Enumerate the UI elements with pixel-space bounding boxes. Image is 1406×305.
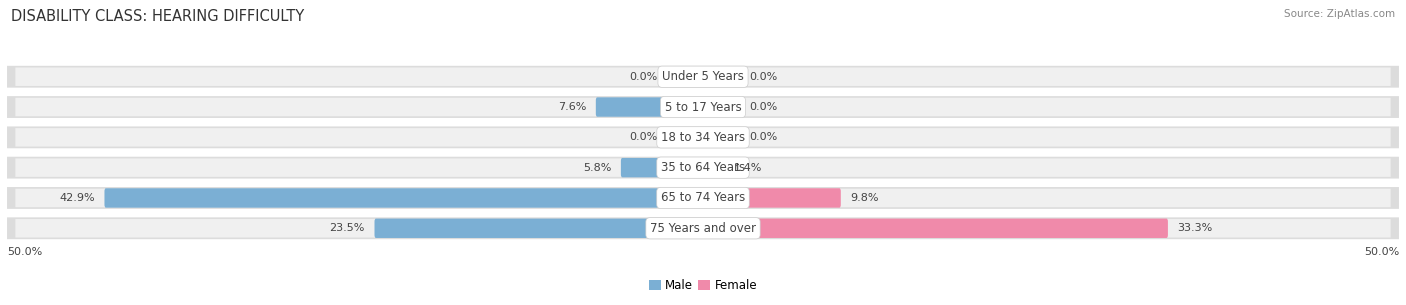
Text: 75 Years and over: 75 Years and over — [650, 222, 756, 235]
FancyBboxPatch shape — [374, 219, 704, 238]
FancyBboxPatch shape — [7, 96, 1399, 118]
Text: 7.6%: 7.6% — [558, 102, 586, 112]
FancyBboxPatch shape — [702, 128, 740, 147]
Text: 50.0%: 50.0% — [7, 247, 42, 257]
Text: 35 to 64 Years: 35 to 64 Years — [661, 161, 745, 174]
FancyBboxPatch shape — [666, 128, 704, 147]
FancyBboxPatch shape — [7, 217, 1399, 239]
Text: DISABILITY CLASS: HEARING DIFFICULTY: DISABILITY CLASS: HEARING DIFFICULTY — [11, 9, 305, 24]
Text: 0.0%: 0.0% — [628, 132, 657, 142]
Text: 1.4%: 1.4% — [734, 163, 762, 173]
Text: 9.8%: 9.8% — [851, 193, 879, 203]
FancyBboxPatch shape — [702, 158, 724, 177]
FancyBboxPatch shape — [7, 127, 1399, 148]
Text: Under 5 Years: Under 5 Years — [662, 70, 744, 83]
FancyBboxPatch shape — [621, 158, 704, 177]
FancyBboxPatch shape — [15, 189, 1391, 207]
FancyBboxPatch shape — [15, 128, 1391, 147]
FancyBboxPatch shape — [702, 188, 841, 208]
Text: 65 to 74 Years: 65 to 74 Years — [661, 192, 745, 204]
Text: 5.8%: 5.8% — [582, 163, 612, 173]
FancyBboxPatch shape — [15, 98, 1391, 116]
Text: 5 to 17 Years: 5 to 17 Years — [665, 101, 741, 113]
Text: 33.3%: 33.3% — [1178, 223, 1213, 233]
FancyBboxPatch shape — [7, 66, 1399, 88]
FancyBboxPatch shape — [702, 97, 740, 117]
Text: 42.9%: 42.9% — [59, 193, 94, 203]
Text: 18 to 34 Years: 18 to 34 Years — [661, 131, 745, 144]
Text: Source: ZipAtlas.com: Source: ZipAtlas.com — [1284, 9, 1395, 19]
Legend: Male, Female: Male, Female — [644, 274, 762, 297]
Text: 0.0%: 0.0% — [628, 72, 657, 82]
FancyBboxPatch shape — [702, 219, 1168, 238]
Text: 23.5%: 23.5% — [329, 223, 364, 233]
Text: 0.0%: 0.0% — [749, 102, 778, 112]
FancyBboxPatch shape — [104, 188, 704, 208]
FancyBboxPatch shape — [15, 219, 1391, 238]
Text: 0.0%: 0.0% — [749, 72, 778, 82]
FancyBboxPatch shape — [596, 97, 704, 117]
Text: 0.0%: 0.0% — [749, 132, 778, 142]
FancyBboxPatch shape — [7, 187, 1399, 209]
FancyBboxPatch shape — [15, 158, 1391, 177]
FancyBboxPatch shape — [15, 67, 1391, 86]
FancyBboxPatch shape — [702, 67, 740, 86]
FancyBboxPatch shape — [7, 157, 1399, 178]
Text: 50.0%: 50.0% — [1364, 247, 1399, 257]
FancyBboxPatch shape — [666, 67, 704, 86]
